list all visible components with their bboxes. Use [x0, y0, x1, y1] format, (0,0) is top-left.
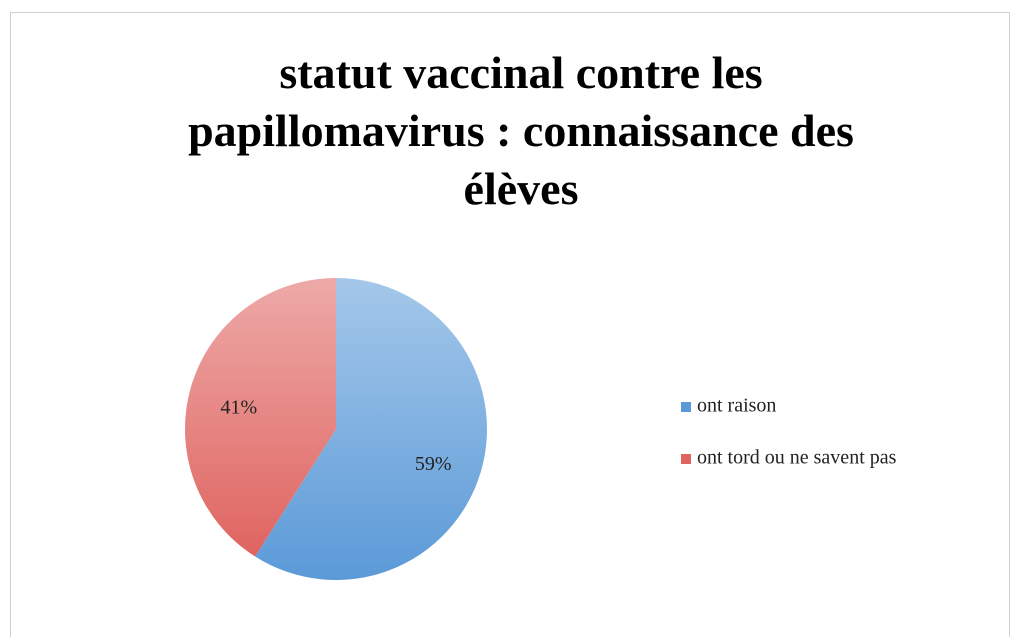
legend-label: ont tord ou ne savent pas: [697, 447, 897, 469]
data-label: 59%: [415, 453, 452, 475]
pie-slice: [255, 278, 487, 581]
legend-swatch: [681, 454, 691, 464]
chart-title: statut vaccinal contre les papillomaviru…: [188, 47, 854, 214]
data-label: 41%: [221, 396, 258, 418]
chart-frame: [10, 12, 1010, 637]
pie-slice: [184, 278, 336, 557]
legend-label: ont raison: [697, 395, 776, 417]
legend-swatch: [681, 402, 691, 412]
